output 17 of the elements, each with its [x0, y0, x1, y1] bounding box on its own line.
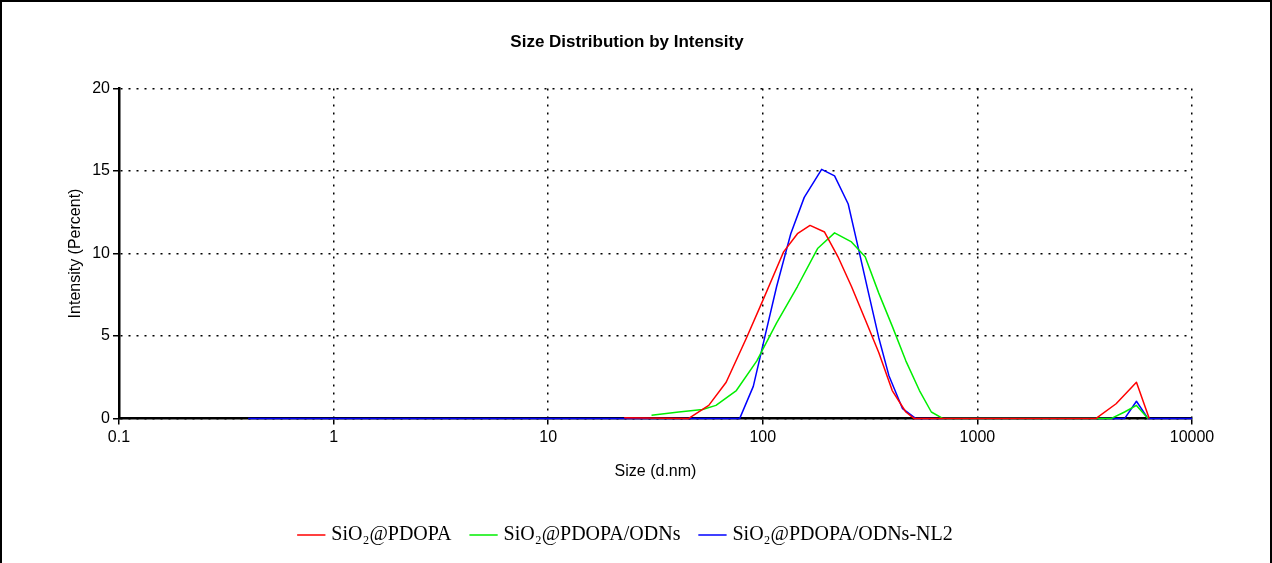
- x-tick-label: 0.1: [107, 427, 131, 445]
- legend-label: SiO₂@PDOPA: [331, 522, 453, 546]
- y-axis-title: Intensity (Percent): [66, 188, 84, 319]
- chart-title: Size Distribution by Intensity: [510, 31, 745, 51]
- x-axis-title: Size (d.nm): [614, 461, 697, 479]
- x-tick-label: 1: [329, 427, 339, 445]
- y-tick-label: 20: [92, 78, 111, 96]
- y-tick-label: 5: [101, 326, 111, 344]
- x-tick-label: 10: [539, 427, 558, 445]
- legend-label: SiO₂@PDOPA/ODNs: [503, 522, 681, 546]
- x-tick-label: 10000: [1169, 427, 1215, 445]
- x-tick-label: 1000: [959, 427, 996, 445]
- y-tick-label: 10: [92, 243, 111, 261]
- legend-label: SiO₂@PDOPA/ODNs-NL2: [732, 522, 953, 546]
- y-tick-label: 15: [92, 161, 111, 179]
- y-tick-label: 0: [101, 409, 111, 427]
- x-tick-label: 100: [749, 427, 777, 445]
